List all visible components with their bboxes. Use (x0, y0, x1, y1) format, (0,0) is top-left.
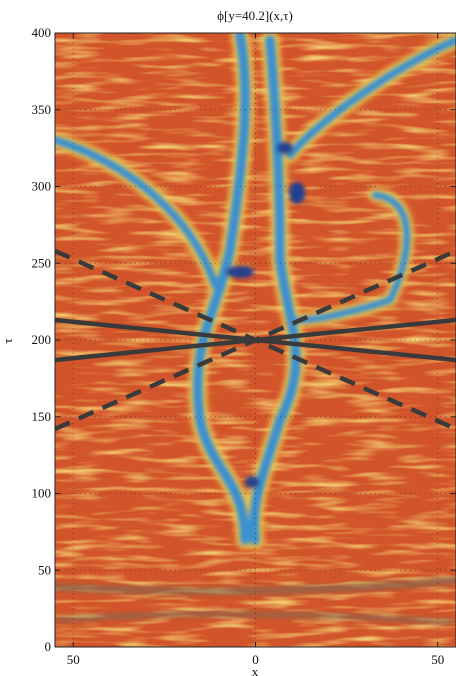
vortex-loop (296, 191, 411, 324)
vortex-blob (289, 182, 305, 204)
plot-area (55, 33, 456, 647)
solid-line (55, 317, 456, 363)
y-tick-label: 250 (32, 255, 52, 270)
y-tick-label: 0 (45, 639, 52, 654)
y-tick-label: 100 (32, 486, 52, 501)
overlay-lines (55, 248, 456, 432)
x-axis-label: x (252, 664, 259, 676)
x-tick-label: 50 (67, 652, 80, 667)
y-tick-label: 50 (38, 562, 51, 577)
bottom-band (55, 576, 456, 596)
vortex-branch (55, 136, 219, 289)
y-tick-label: 300 (32, 179, 52, 194)
y-tick-label: 150 (32, 409, 52, 424)
y-tick-label: 200 (32, 332, 52, 347)
vortex-branch (286, 36, 456, 159)
vortex-blob (226, 266, 254, 278)
vortex-blob (245, 476, 259, 488)
chart-title: ϕ[y=40.2](x,τ) (217, 8, 293, 23)
y-axis-label: τ (0, 338, 15, 343)
vortex-blob (277, 142, 293, 154)
y-tick-label: 350 (32, 102, 52, 117)
vortex-core (249, 35, 301, 545)
axis-ticks: 0 50 100 150 200 250 300 350 400 50 0 50 (32, 25, 456, 667)
x-tick-label: 50 (431, 652, 444, 667)
bottom-band (57, 611, 453, 625)
x-tick-label: 0 (252, 652, 259, 667)
y-tick-label: 400 (32, 25, 52, 40)
